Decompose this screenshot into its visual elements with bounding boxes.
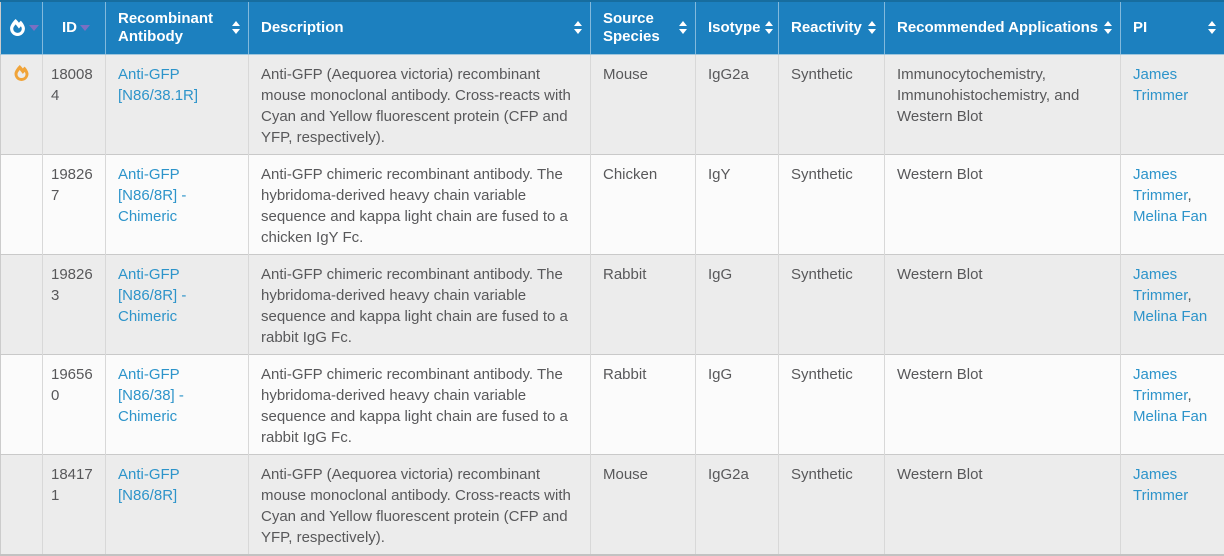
isotype-cell: IgY [696, 154, 779, 254]
column-header-hot[interactable] [1, 1, 43, 54]
isotype-cell: IgG [696, 254, 779, 354]
antibody-cell: Anti-GFP [N86/8R] [106, 454, 249, 555]
antibody-cell: Anti-GFP [N86/38] - Chimeric [106, 354, 249, 454]
isotype-cell: IgG2a [696, 454, 779, 555]
reactivity-cell: Synthetic [779, 54, 885, 154]
sort-descending-icon [80, 25, 90, 31]
reactivity-cell: Synthetic [779, 154, 885, 254]
antibody-link[interactable]: Anti-GFP [N86/38.1R] [118, 66, 198, 104]
column-header-recommended-applications[interactable]: Recommended Applications [885, 1, 1121, 54]
table-header: ID Recombinant Antibody Description Sour… [1, 1, 1224, 54]
pi-cell: James Trimmer, Melina Fan [1121, 154, 1224, 254]
table-row: 196560 Anti-GFP [N86/38] - Chimeric Anti… [1, 354, 1224, 454]
applications-cell: Western Blot [885, 354, 1121, 454]
isotype-cell: IgG2a [696, 54, 779, 154]
description-cell: Anti-GFP chimeric recombinant antibody. … [249, 254, 591, 354]
antibody-cell: Anti-GFP [N86/8R] - Chimeric [106, 154, 249, 254]
description-cell: Anti-GFP (Aequorea victoria) recombinant… [249, 454, 591, 555]
hot-cell [1, 154, 43, 254]
antibody-link[interactable]: Anti-GFP [N86/8R] - Chimeric [118, 266, 186, 325]
antibody-link[interactable]: Anti-GFP [N86/8R] - Chimeric [118, 166, 186, 225]
applications-cell: Western Blot [885, 254, 1121, 354]
column-header-pi[interactable]: PI [1121, 1, 1224, 54]
sort-icon [868, 21, 876, 34]
reactivity-cell: Synthetic [779, 254, 885, 354]
antibody-link[interactable]: Anti-GFP [N86/38] - Chimeric [118, 366, 184, 425]
column-label: Reactivity [791, 19, 862, 37]
pi-link[interactable]: James Trimmer [1133, 66, 1188, 104]
description-cell: Anti-GFP chimeric recombinant antibody. … [249, 354, 591, 454]
flame-icon [9, 19, 26, 36]
column-label: ID [62, 19, 77, 37]
antibody-cell: Anti-GFP [N86/38.1R] [106, 54, 249, 154]
pi-cell: James Trimmer [1121, 454, 1224, 555]
hot-cell [1, 254, 43, 354]
pi-link[interactable]: James Trimmer [1133, 266, 1187, 304]
column-header-id[interactable]: ID [43, 1, 106, 54]
table-row: 198267 Anti-GFP [N86/8R] - Chimeric Anti… [1, 154, 1224, 254]
column-label: Source Species [603, 10, 675, 46]
source-species-cell: Rabbit [591, 354, 696, 454]
pi-link[interactable]: James Trimmer [1133, 366, 1187, 404]
table-row: 180084 Anti-GFP [N86/38.1R] Anti-GFP (Ae… [1, 54, 1224, 154]
pi-link[interactable]: James Trimmer [1133, 166, 1187, 204]
sort-icon [1104, 21, 1112, 34]
pi-separator: , [1187, 187, 1191, 204]
source-species-cell: Chicken [591, 154, 696, 254]
column-header-recombinant-antibody[interactable]: Recombinant Antibody [106, 1, 249, 54]
sort-icon [1208, 21, 1216, 34]
column-header-source-species[interactable]: Source Species [591, 1, 696, 54]
antibody-link[interactable]: Anti-GFP [N86/8R] [118, 466, 179, 504]
sort-icon [679, 21, 687, 34]
table-row: 184171 Anti-GFP [N86/8R] Anti-GFP (Aequo… [1, 454, 1224, 555]
id-cell: 196560 [43, 354, 106, 454]
source-species-cell: Mouse [591, 454, 696, 555]
reactivity-cell: Synthetic [779, 354, 885, 454]
sort-icon [232, 21, 240, 34]
pi-link[interactable]: Melina Fan [1133, 408, 1207, 425]
sort-icon [574, 21, 582, 34]
table-row: 198263 Anti-GFP [N86/8R] - Chimeric Anti… [1, 254, 1224, 354]
hot-cell [1, 454, 43, 555]
id-cell: 198263 [43, 254, 106, 354]
column-label: Isotype [708, 19, 761, 37]
pi-link[interactable]: James Trimmer [1133, 466, 1188, 504]
pi-link[interactable]: Melina Fan [1133, 208, 1207, 225]
isotype-cell: IgG [696, 354, 779, 454]
applications-cell: Immunocytochemistry, Immunohistochemistr… [885, 54, 1121, 154]
description-cell: Anti-GFP chimeric recombinant antibody. … [249, 154, 591, 254]
column-label: Recommended Applications [897, 19, 1098, 37]
source-species-cell: Mouse [591, 54, 696, 154]
column-label: Recombinant Antibody [118, 10, 228, 46]
reactivity-cell: Synthetic [779, 454, 885, 555]
id-cell: 198267 [43, 154, 106, 254]
flame-icon [14, 68, 29, 85]
pi-link[interactable]: Melina Fan [1133, 308, 1207, 325]
antibody-cell: Anti-GFP [N86/8R] - Chimeric [106, 254, 249, 354]
column-header-reactivity[interactable]: Reactivity [779, 1, 885, 54]
table-body: 180084 Anti-GFP [N86/38.1R] Anti-GFP (Ae… [1, 54, 1224, 555]
source-species-cell: Rabbit [591, 254, 696, 354]
sort-icon [765, 21, 773, 34]
column-label: PI [1133, 19, 1147, 37]
pi-cell: James Trimmer, Melina Fan [1121, 354, 1224, 454]
column-label: Description [261, 19, 344, 37]
column-header-description[interactable]: Description [249, 1, 591, 54]
id-cell: 184171 [43, 454, 106, 555]
sort-descending-icon [29, 25, 39, 31]
pi-cell: James Trimmer, Melina Fan [1121, 254, 1224, 354]
applications-cell: Western Blot [885, 154, 1121, 254]
hot-cell [1, 354, 43, 454]
applications-cell: Western Blot [885, 454, 1121, 555]
pi-separator: , [1187, 387, 1191, 404]
id-cell: 180084 [43, 54, 106, 154]
hot-cell [1, 54, 43, 154]
column-header-isotype[interactable]: Isotype [696, 1, 779, 54]
pi-separator: , [1187, 287, 1191, 304]
description-cell: Anti-GFP (Aequorea victoria) recombinant… [249, 54, 591, 154]
pi-cell: James Trimmer [1121, 54, 1224, 154]
